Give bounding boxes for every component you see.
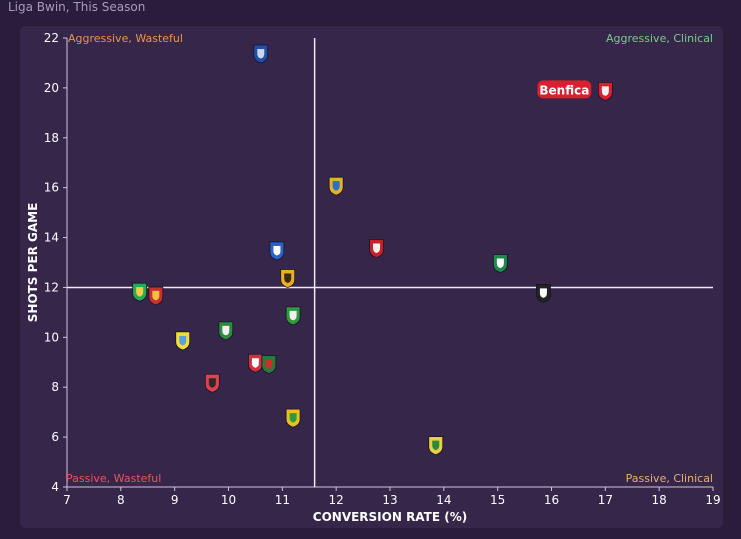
crest-detail [289,310,297,321]
x-tick-label: 13 [382,493,397,507]
x-tick-label: 11 [275,493,290,507]
x-tick-label: 12 [329,493,344,507]
x-tick-label: 8 [117,493,125,507]
y-tick-label: 6 [51,430,59,444]
data-point [597,81,613,101]
crest-detail [265,359,273,370]
x-tick-label: 9 [171,493,179,507]
x-tick-label: 17 [598,493,613,507]
chart-panel [20,26,723,528]
crest-detail [432,440,440,451]
crest-detail [222,325,230,336]
data-point [280,269,296,288]
y-tick-label: 20 [44,81,59,95]
crest-detail [601,86,609,96]
x-tick-label: 18 [652,493,667,507]
crest-detail [373,243,381,254]
data-point [328,176,344,196]
quadrant-label-passive-wasteful: Passive, Wasteful [66,472,161,485]
y-tick-label: 10 [44,330,59,344]
data-point [536,284,551,303]
y-tick-label: 14 [44,231,59,245]
y-tick-label: 18 [44,131,59,145]
quadrant-label-aggressive-clinical: Aggressive, Clinical [606,32,713,45]
x-tick-label: 16 [544,493,559,507]
crest-detail [496,258,504,268]
crest-detail [179,335,187,346]
y-tick-label: 8 [51,380,59,394]
data-point [285,306,301,326]
data-point [148,286,164,306]
quadrant-label-aggressive-wasteful: Aggressive, Wasteful [68,32,183,45]
data-point [369,239,384,258]
data-point [261,355,277,374]
crest-detail [284,273,292,283]
data-point [218,321,234,341]
crest-detail [208,378,216,388]
data-point [428,436,444,456]
data-point [492,254,508,273]
data-point [248,353,263,373]
y-tick-label: 16 [44,181,59,195]
crest-detail [152,290,160,301]
quadrant-label-passive-clinical: Passive, Clinical [626,472,713,485]
crest-detail [289,413,297,423]
x-tick-label: 19 [705,493,720,507]
x-tick-label: 10 [221,493,236,507]
data-point [132,282,148,302]
highlight-label-text: Benfica [539,83,589,97]
x-tick-label: 15 [490,493,505,507]
crest-detail [273,246,281,256]
data-point [175,331,191,351]
y-tick-label: 4 [51,480,59,494]
crest-detail [136,287,144,297]
y-tick-label: 12 [44,280,59,294]
y-axis-title: SHOTS PER GAME [26,203,40,323]
highlight-label-badge [537,80,592,99]
data-point [285,408,301,428]
crest-detail [251,358,259,368]
page-title: Liga Bwin, This Season [8,0,146,14]
data-point [253,44,269,64]
crest-detail [539,288,547,298]
x-tick-label: 7 [63,493,71,507]
crest-detail [257,48,265,59]
y-tick-label: 22 [44,31,59,45]
data-point [269,241,285,261]
x-tick-label: 14 [436,493,451,507]
x-axis-title: CONVERSION RATE (%) [313,510,467,524]
data-point [204,373,220,393]
crest-detail [332,181,340,191]
